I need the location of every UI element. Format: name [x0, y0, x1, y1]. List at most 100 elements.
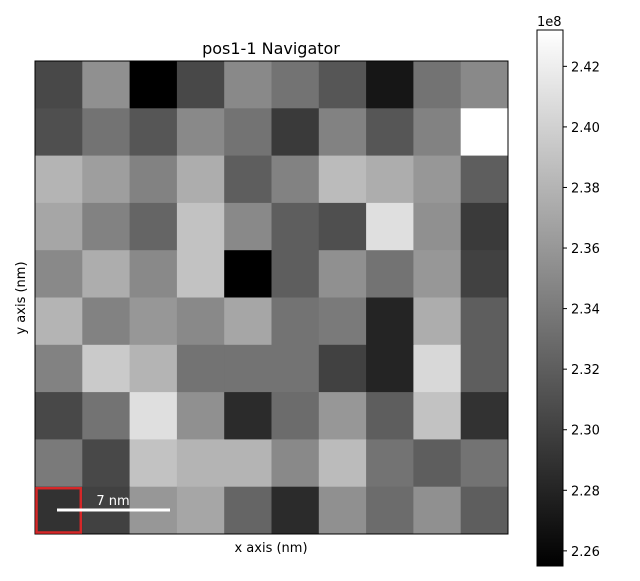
chart-title: pos1-1 Navigator	[202, 39, 340, 58]
heatmap-cell	[82, 344, 131, 393]
heatmap-cell	[460, 155, 509, 204]
heatmap-cell	[82, 297, 131, 346]
heatmap-cell	[176, 439, 225, 488]
heatmap-cell	[224, 486, 272, 535]
heatmap-cell	[176, 61, 225, 109]
heatmap-cell	[318, 439, 367, 488]
heatmap-cell	[224, 297, 272, 346]
heatmap-cell	[366, 202, 414, 251]
heatmap-cell	[366, 344, 414, 393]
heatmap-cell	[460, 108, 509, 157]
heatmap-cell	[318, 202, 367, 251]
colorbar-tick-label: 2.42	[571, 60, 600, 75]
heatmap-cell	[460, 486, 509, 535]
heatmap-cell	[129, 250, 178, 298]
heatmap-cell	[460, 202, 509, 251]
heatmap-grid	[35, 61, 509, 535]
heatmap-cell	[176, 486, 225, 535]
heatmap-cell	[366, 439, 414, 488]
heatmap-cell	[35, 297, 83, 346]
heatmap-cell	[129, 344, 178, 393]
heatmap-cell	[318, 61, 367, 109]
heatmap-cell	[271, 344, 320, 393]
heatmap-cell	[271, 486, 320, 535]
heatmap-cell	[318, 486, 367, 535]
heatmap-cell	[82, 155, 131, 204]
heatmap-cell	[82, 108, 131, 157]
heatmap-cell	[35, 202, 83, 251]
heatmap-cell	[366, 392, 414, 440]
heatmap-cell	[129, 108, 178, 157]
heatmap-cell	[460, 392, 509, 440]
heatmap-cell	[460, 439, 509, 488]
heatmap-cell	[224, 344, 272, 393]
heatmap-cell	[82, 392, 131, 440]
heatmap-cell	[129, 297, 178, 346]
heatmap-cell	[35, 61, 83, 109]
colorbar-tick-label: 2.28	[571, 484, 600, 499]
heatmap-cell	[366, 155, 414, 204]
heatmap-cell	[224, 61, 272, 109]
heatmap-cell	[35, 392, 83, 440]
heatmap-cell	[413, 108, 462, 157]
heatmap-cell	[413, 61, 462, 109]
heatmap-cell	[224, 108, 272, 157]
y-axis-label: y axis (nm)	[14, 261, 29, 334]
heatmap-cell	[35, 108, 83, 157]
heatmap-cell	[82, 439, 131, 488]
heatmap-cell	[413, 155, 462, 204]
heatmap-cell	[366, 250, 414, 298]
colorbar-ticks: 2.26 2.28 2.30 2.32 2.34 2.36 2.38 2.40 2.42	[563, 60, 600, 560]
heatmap-cell	[366, 61, 414, 109]
heatmap-cell	[271, 392, 320, 440]
heatmap-cell	[176, 108, 225, 157]
heatmap-cell	[82, 61, 131, 109]
heatmap-cell	[224, 155, 272, 204]
heatmap-cell	[224, 250, 272, 298]
heatmap-cell	[413, 486, 462, 535]
x-axis-label: x axis (nm)	[234, 541, 307, 556]
heatmap-cell	[129, 439, 178, 488]
heatmap-cell	[318, 297, 367, 346]
heatmap-cell	[271, 61, 320, 109]
heatmap-cell	[224, 392, 272, 440]
colorbar-tick-label: 2.32	[571, 363, 600, 378]
colorbar-tick-label: 2.38	[571, 181, 600, 196]
heatmap-cell	[460, 297, 509, 346]
heatmap-cell	[413, 344, 462, 393]
heatmap-cell	[413, 297, 462, 346]
heatmap-cell	[35, 439, 83, 488]
heatmap-cell	[35, 155, 83, 204]
colorbar-offset-label: 1e8	[537, 15, 562, 30]
heatmap-cell	[176, 297, 225, 346]
scale-bar-label: 7 nm	[96, 494, 129, 509]
colorbar-tick-label: 2.34	[571, 303, 600, 318]
colorbar	[536, 29, 564, 567]
heatmap-cell	[460, 61, 509, 109]
heatmap-cell	[82, 250, 131, 298]
heatmap-cell	[460, 250, 509, 298]
heatmap-cell	[413, 392, 462, 440]
heatmap-cell	[176, 392, 225, 440]
heatmap-cell	[318, 155, 367, 204]
heatmap-cell	[129, 202, 178, 251]
heatmap-cell	[366, 108, 414, 157]
heatmap-cell	[366, 297, 414, 346]
heatmap-cell	[271, 297, 320, 346]
heatmap-cell	[176, 202, 225, 251]
colorbar-tick-label: 2.36	[571, 242, 600, 257]
heatmap-cell	[129, 61, 178, 109]
heatmap-frame	[34, 60, 509, 535]
heatmap-cell	[318, 392, 367, 440]
heatmap-cell	[413, 439, 462, 488]
heatmap-cell	[176, 344, 225, 393]
heatmap-cell	[271, 108, 320, 157]
heatmap-cell	[271, 250, 320, 298]
heatmap-cell	[129, 155, 178, 204]
heatmap-cell	[413, 250, 462, 298]
heatmap-cell	[271, 155, 320, 204]
heatmap-cell	[35, 344, 83, 393]
heatmap-cell	[129, 392, 178, 440]
scale-bar: 7 nm	[57, 494, 170, 512]
